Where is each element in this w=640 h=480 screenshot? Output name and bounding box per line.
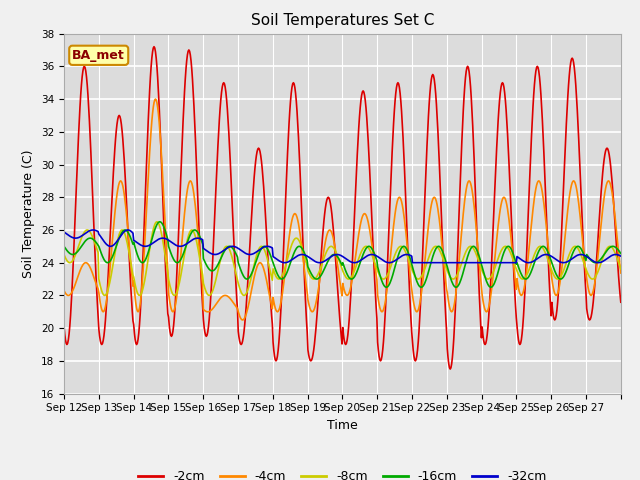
X-axis label: Time: Time <box>327 419 358 432</box>
-16cm <box>401 244 409 250</box>
-2cm <box>401 166 408 171</box>
Line: -8cm: -8cm <box>64 222 621 295</box>
-4cm <box>125 243 133 249</box>
-8cm <box>126 255 134 261</box>
-8cm <box>278 274 285 279</box>
-16cm <box>125 232 133 238</box>
-4cm <box>152 96 159 102</box>
-32cm <box>281 260 289 265</box>
Line: -2cm: -2cm <box>64 47 621 369</box>
-8cm <box>433 243 440 249</box>
-2cm <box>60 323 68 329</box>
-4cm <box>401 223 409 229</box>
-32cm <box>228 243 236 249</box>
-32cm <box>401 252 409 258</box>
-2cm <box>446 366 454 372</box>
-16cm <box>156 219 164 225</box>
Text: BA_met: BA_met <box>72 49 125 62</box>
-4cm <box>257 260 264 266</box>
-32cm <box>277 259 285 265</box>
-2cm <box>228 206 236 212</box>
Line: -32cm: -32cm <box>64 230 621 263</box>
Title: Soil Temperatures Set C: Soil Temperatures Set C <box>251 13 434 28</box>
-16cm <box>60 243 68 249</box>
-32cm <box>89 227 97 233</box>
-8cm <box>153 219 161 225</box>
-8cm <box>60 252 68 257</box>
-32cm <box>126 228 134 233</box>
-4cm <box>617 270 625 276</box>
-2cm <box>617 300 625 305</box>
-16cm <box>433 245 440 251</box>
-16cm <box>228 245 236 251</box>
-8cm <box>257 244 264 250</box>
Legend: -2cm, -4cm, -8cm, -16cm, -32cm: -2cm, -4cm, -8cm, -16cm, -32cm <box>133 465 552 480</box>
-2cm <box>150 44 158 49</box>
-2cm <box>256 149 264 155</box>
-8cm <box>617 266 625 272</box>
Y-axis label: Soil Temperature (C): Soil Temperature (C) <box>22 149 35 278</box>
-16cm <box>277 276 285 282</box>
-4cm <box>239 317 246 323</box>
-4cm <box>60 288 68 293</box>
-4cm <box>433 199 440 204</box>
-2cm <box>277 303 285 309</box>
-4cm <box>278 295 285 300</box>
-32cm <box>433 260 440 265</box>
Line: -4cm: -4cm <box>64 99 621 320</box>
-32cm <box>60 229 68 235</box>
-8cm <box>229 259 237 264</box>
-4cm <box>228 299 236 304</box>
-2cm <box>432 91 440 96</box>
Line: -16cm: -16cm <box>64 222 621 287</box>
-8cm <box>101 292 109 298</box>
-8cm <box>401 248 409 254</box>
-32cm <box>617 253 625 259</box>
-16cm <box>256 248 264 254</box>
-16cm <box>383 284 390 290</box>
-32cm <box>256 246 264 252</box>
-16cm <box>617 251 625 256</box>
-2cm <box>125 257 133 263</box>
